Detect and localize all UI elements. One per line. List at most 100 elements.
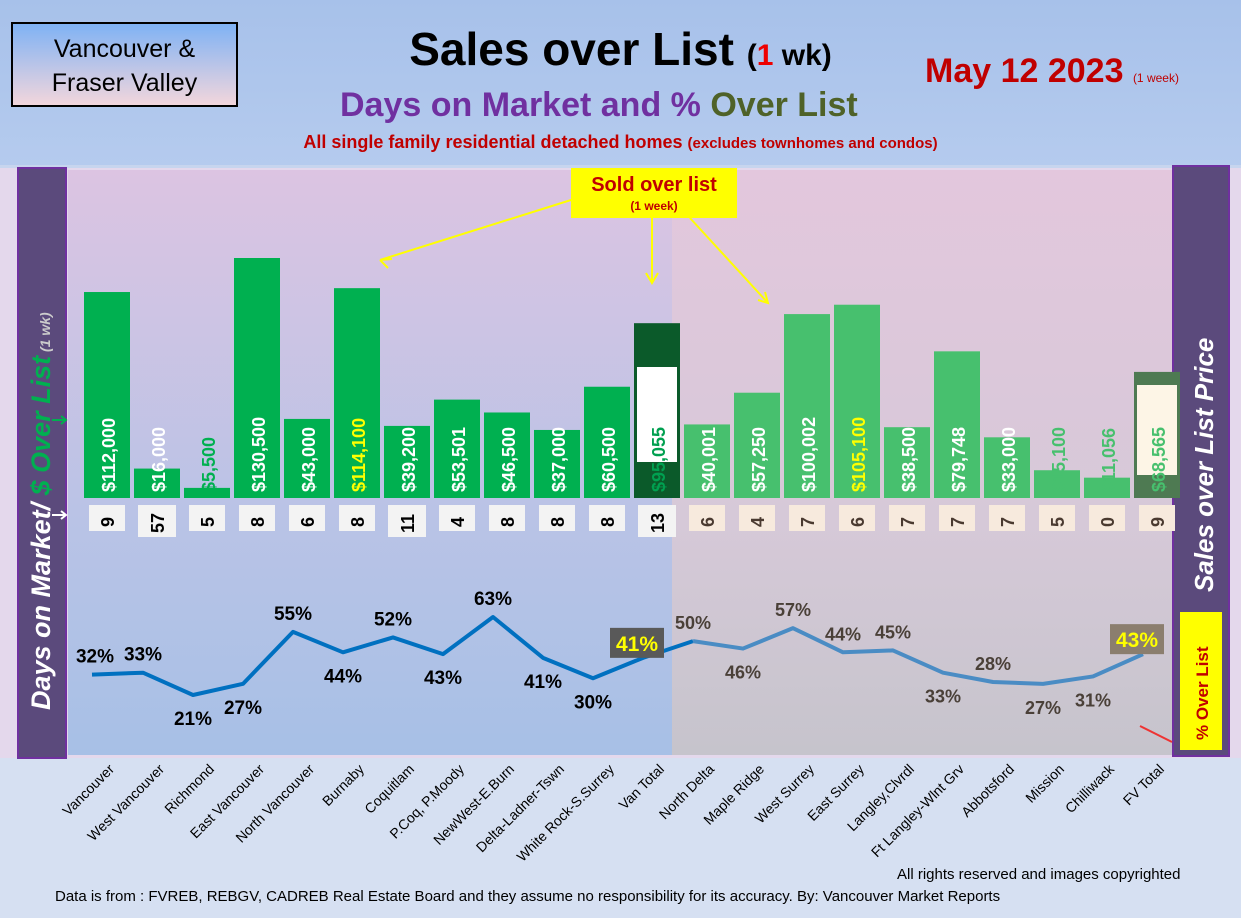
bar-value-label: $68,565 (1149, 427, 1169, 492)
days-box (889, 505, 925, 531)
bar (434, 399, 480, 498)
bar-value-label: $39,200 (399, 427, 419, 492)
logo-line2: Fraser Valley (51, 69, 198, 97)
pct-label: 46% (725, 663, 761, 683)
bar-value-label: $5,500 (199, 437, 219, 492)
days-box (1139, 505, 1175, 531)
pct-label: 33% (124, 645, 162, 666)
callout-title: Sold over list (591, 174, 717, 196)
bar-value-label: $16,000 (149, 427, 169, 492)
logo-line1: Vancouver & (53, 35, 196, 63)
bar-value-label: $11,056 (1099, 428, 1119, 492)
pct-legend-box (1180, 612, 1222, 750)
days-on-market-label: 5 (1048, 517, 1068, 527)
bar (784, 314, 830, 498)
days-on-market-label: 8 (548, 517, 568, 527)
total-pct-box (610, 627, 664, 658)
bar (584, 386, 630, 498)
bar (834, 304, 880, 498)
bar (1034, 470, 1080, 498)
days-on-market-label: 6 (698, 517, 718, 527)
days-on-market-label: 7 (948, 517, 968, 527)
pct-label: 50% (675, 613, 711, 633)
bar-value-label: $38,500 (899, 427, 919, 492)
days-on-market-label: 8 (598, 517, 618, 527)
bar (184, 487, 230, 498)
bar (534, 429, 580, 498)
bar-value-label: $105,100 (849, 417, 869, 492)
right-axis-title: Sales over List Price (1189, 338, 1219, 592)
total-label-box (637, 367, 677, 462)
days-box (739, 505, 775, 531)
bar-value-label: $37,000 (549, 427, 569, 492)
days-box (689, 505, 725, 531)
bar (884, 427, 930, 498)
main-title: Sales over List (1 wk) (409, 23, 832, 75)
pct-label: 27% (1025, 698, 1061, 718)
days-on-market-label: 9 (1148, 517, 1168, 527)
callout-sub: (1 week) (630, 199, 677, 213)
pct-label: 52% (374, 609, 412, 630)
days-on-market-label: 7 (998, 517, 1018, 527)
bar (284, 418, 330, 498)
days-box (638, 505, 676, 537)
bar-value-label: $46,500 (499, 427, 519, 492)
pct-label: 63% (474, 589, 512, 610)
days-on-market-label: 5 (198, 517, 218, 527)
bar-value-label: $60,500 (599, 427, 619, 492)
data-source: Data is from : FVREB, REBGV, CADREB Real… (55, 888, 1001, 905)
bar (734, 392, 780, 498)
days-box (589, 505, 625, 531)
bar (1084, 477, 1130, 498)
bar-value-label: $100,002 (799, 417, 819, 492)
days-box (839, 505, 875, 531)
pct-label: 44% (324, 666, 362, 687)
pct-label: 44% (825, 624, 861, 644)
pct-label: 43% (1116, 629, 1158, 652)
pct-label: 28% (975, 654, 1011, 674)
pct-label: 33% (925, 687, 961, 707)
pct-label: 32% (76, 647, 114, 668)
days-box (1089, 505, 1125, 531)
days-on-market-label: 6 (848, 517, 868, 527)
days-on-market-label: 6 (298, 517, 318, 527)
left-axis-title: Days on Market/ $ Over List (1 wk) (26, 312, 56, 710)
bar-value-label: $112,000 (99, 418, 119, 492)
bar-value-label: $79,748 (949, 427, 969, 492)
days-box (89, 505, 125, 531)
bar (684, 424, 730, 498)
days-on-market-label: 0 (1098, 517, 1118, 527)
pct-label: 55% (274, 604, 312, 625)
bar-value-label: $130,500 (249, 417, 269, 492)
days-on-market-label: 9 (98, 517, 118, 527)
days-box (388, 505, 426, 537)
days-on-market-label: 7 (898, 517, 918, 527)
footer-bg (0, 758, 1241, 918)
pct-label: 27% (224, 698, 262, 719)
days-box (138, 505, 176, 537)
bar (984, 437, 1030, 498)
days-box (539, 505, 575, 531)
bar-value-label: $57,250 (749, 427, 769, 492)
note: All single family residential detached h… (303, 132, 938, 152)
days-on-market-label: 11 (398, 514, 418, 533)
pct-line-fraser-valley (692, 626, 1144, 686)
bar (484, 412, 530, 498)
axis-arrows (52, 415, 68, 520)
report-date: May 12 2023 (1 week) (925, 52, 1179, 90)
pct-line-vancouver (91, 615, 694, 697)
days-box (1039, 505, 1075, 531)
subtitle: Days on Market and % Over List (340, 86, 858, 124)
bar-value-label: $15,100 (1049, 427, 1069, 492)
days-on-market-label: 13 (648, 513, 668, 533)
days-on-market-label: 8 (498, 517, 518, 527)
pct-label: 41% (524, 672, 562, 693)
pct-label: 45% (875, 622, 911, 642)
pct-label: 21% (174, 709, 212, 730)
days-box (789, 505, 825, 531)
days-on-market-label: 4 (448, 517, 468, 527)
callout-arrows (379, 199, 770, 305)
callout-box (571, 168, 737, 218)
